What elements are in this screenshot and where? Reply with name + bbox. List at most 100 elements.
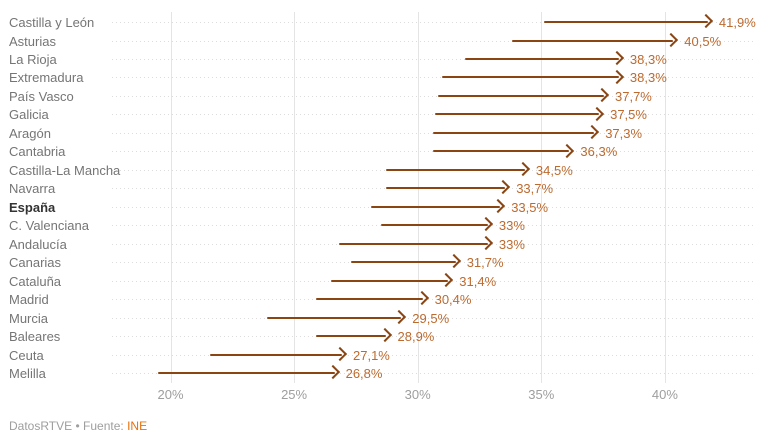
trend-arrow-head-icon — [609, 51, 624, 66]
row-guide-dotted-line — [112, 114, 755, 116]
trend-arrow-line — [316, 335, 387, 337]
trend-arrow-head-icon — [478, 235, 493, 250]
region-label: Murcia — [9, 310, 49, 326]
source-link[interactable]: INE — [127, 419, 148, 433]
value-label: 33,5% — [511, 199, 549, 215]
trend-arrow-head-icon — [377, 328, 392, 343]
trend-arrow-line — [380, 224, 488, 227]
region-label: Galicia — [9, 107, 49, 123]
trend-arrow-line — [442, 76, 619, 79]
vertical-gridline — [417, 12, 419, 383]
value-label: 37,7% — [615, 88, 652, 104]
value-label: 31,7% — [466, 255, 504, 271]
trend-arrow-head-icon — [585, 124, 600, 140]
region-label: Canarias — [9, 255, 62, 271]
region-label: Ceuta — [9, 347, 44, 363]
footer-brand: DatosRTVE — [9, 419, 73, 433]
value-label: 26,8% — [345, 365, 383, 381]
row-guide-dotted-line — [112, 354, 755, 356]
trend-arrow-line — [432, 150, 570, 153]
footer-source-label: Fuente: — [83, 419, 124, 433]
row-guide-dotted-line — [112, 317, 755, 319]
x-tick-label: 25% — [281, 387, 308, 402]
x-tick-label: 35% — [528, 387, 555, 402]
row-guide-dotted-line — [112, 40, 755, 42]
x-tick-label: 30% — [404, 387, 431, 402]
vertical-gridline — [170, 12, 172, 383]
row-guide-dotted-line — [112, 22, 755, 23]
value-label: 29,5% — [412, 310, 450, 326]
trend-arrow-line — [437, 94, 605, 97]
region-label: Aragón — [9, 125, 51, 141]
region-label: Castilla y León — [9, 15, 95, 30]
vertical-gridline — [294, 12, 296, 383]
trend-arrow-line — [370, 205, 501, 208]
trend-arrow-line — [385, 168, 525, 171]
region-label: País Vasco — [9, 88, 74, 104]
region-label: Cantabria — [9, 144, 66, 160]
trend-arrow-line — [435, 113, 600, 116]
region-label: Madrid — [9, 292, 49, 307]
value-label: 30,4% — [434, 292, 472, 307]
row-guide-dotted-line — [112, 77, 755, 79]
trend-arrow-head-icon — [491, 198, 506, 213]
vertical-gridline — [541, 12, 543, 383]
region-label: Andalucía — [9, 236, 67, 252]
value-label: 37,3% — [605, 125, 643, 141]
value-label: 41,9% — [718, 15, 756, 30]
trend-arrow-head-icon — [609, 69, 624, 84]
region-label: Navarra — [9, 181, 56, 197]
footer-separator: • — [75, 419, 80, 433]
trend-arrow-head-icon — [478, 217, 493, 232]
region-label: La Rioja — [9, 51, 57, 67]
trend-arrow-line — [338, 242, 488, 245]
trend-arrow-line — [543, 21, 708, 23]
vertical-gridline — [664, 12, 666, 383]
trend-arrow-line — [316, 298, 424, 300]
trend-arrow-line — [432, 131, 595, 134]
region-label: Castilla-La Mancha — [9, 162, 121, 178]
trend-arrow-line — [385, 187, 506, 190]
trend-arrow-head-icon — [414, 291, 429, 306]
trend-arrow-line — [158, 371, 335, 374]
trend-arrow-line — [266, 316, 402, 319]
row-guide-dotted-line — [112, 372, 755, 374]
region-label: Baleares — [9, 329, 61, 344]
trend-arrow-line — [511, 39, 674, 42]
trend-arrow-head-icon — [590, 106, 605, 121]
region-label: España — [9, 199, 56, 215]
row-guide-dotted-line — [112, 95, 755, 97]
value-label: 38,3% — [629, 70, 667, 86]
value-label: 33% — [498, 236, 525, 252]
trend-arrow-head-icon — [664, 32, 679, 47]
value-label: 27,1% — [353, 347, 390, 363]
trend-arrow-head-icon — [332, 346, 348, 361]
trend-arrow-head-icon — [446, 254, 461, 269]
trend-arrow-head-icon — [325, 365, 340, 380]
region-label: Extremadura — [9, 70, 84, 86]
trend-arrow-head-icon — [594, 88, 610, 103]
x-tick-label: 20% — [157, 387, 184, 402]
value-label: 38,3% — [629, 51, 667, 67]
region-label: C. Valenciana — [9, 218, 89, 234]
row-guide-dotted-line — [112, 299, 755, 300]
chart-footer: DatosRTVE • Fuente: INE — [9, 419, 147, 433]
value-label: 34,5% — [535, 162, 573, 178]
value-label: 28,9% — [397, 329, 435, 344]
trend-arrow-head-icon — [515, 161, 530, 177]
value-label: 33% — [498, 218, 525, 234]
value-label: 37,5% — [610, 107, 647, 123]
trend-arrow-line — [464, 57, 619, 60]
value-label: 33,7% — [516, 181, 554, 197]
row-guide-dotted-line — [112, 336, 755, 337]
x-tick-label: 40% — [651, 387, 678, 402]
value-label: 40,5% — [684, 33, 722, 49]
region-label: Melilla — [9, 365, 46, 381]
region-label: Asturias — [9, 33, 56, 49]
trend-arrow-head-icon — [439, 272, 454, 287]
trend-arrow-line — [210, 353, 343, 356]
value-label: 31,4% — [459, 273, 497, 289]
trend-arrow-head-icon — [698, 14, 713, 29]
region-label: Cataluña — [9, 273, 62, 289]
